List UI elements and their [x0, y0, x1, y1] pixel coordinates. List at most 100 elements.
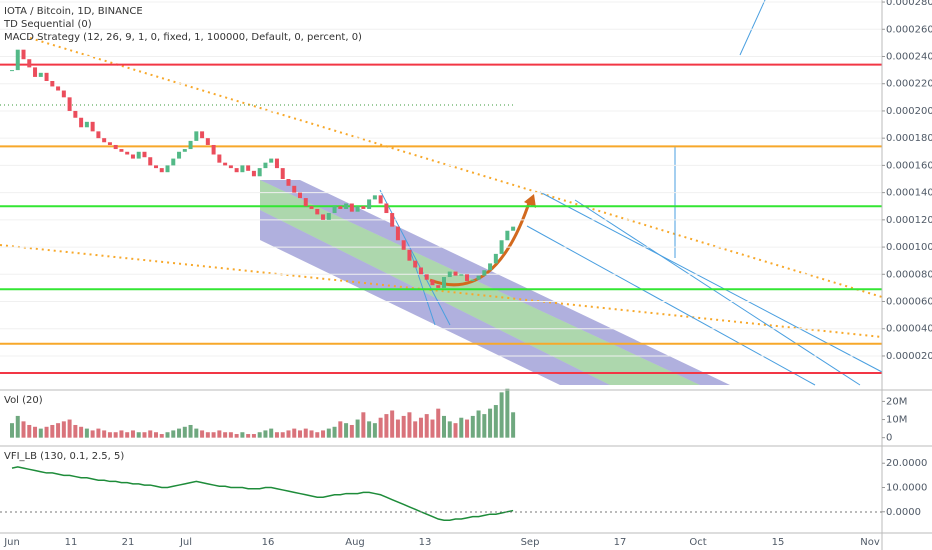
- y-tick-label: 0.00018000: [886, 133, 932, 144]
- volume-bar: [355, 419, 360, 438]
- candle: [505, 230, 510, 241]
- volume-bar: [240, 432, 245, 438]
- candle: [390, 213, 395, 227]
- volume-bar: [165, 432, 170, 438]
- x-tick-label: Jun: [3, 537, 20, 548]
- x-tick-label: Oct: [689, 537, 706, 548]
- candle: [407, 249, 412, 261]
- volume-bar: [321, 430, 326, 438]
- candle: [27, 59, 32, 68]
- x-tick-label: 13: [419, 537, 432, 548]
- candle: [355, 206, 360, 212]
- candle: [171, 158, 176, 166]
- volume-bar: [442, 415, 446, 438]
- volume-bar: [182, 426, 187, 438]
- y-tick-label: 10.0000: [886, 482, 927, 493]
- candle: [378, 195, 383, 204]
- y-tick-label: 0.00016000: [886, 160, 932, 171]
- indicator-label: Vol (20): [4, 395, 43, 406]
- trendline: [526, 225, 816, 386]
- volume-bar: [505, 388, 510, 438]
- volume-bar: [499, 392, 504, 438]
- candle: [257, 168, 262, 177]
- volume-bar: [482, 414, 487, 438]
- volume-bar: [344, 423, 349, 438]
- volume-bar: [107, 432, 112, 438]
- volume-bar: [390, 410, 395, 438]
- candle: [286, 179, 291, 186]
- candle: [240, 165, 245, 173]
- volume-bar: [102, 430, 107, 438]
- candle: [344, 203, 349, 209]
- volume-bar: [61, 421, 66, 438]
- candle: [67, 97, 72, 111]
- volume-bar: [154, 432, 158, 438]
- candle: [234, 168, 239, 173]
- candle: [263, 162, 268, 169]
- candle: [56, 86, 61, 91]
- candle: [315, 208, 320, 215]
- y-tick-label: 0.00022000: [886, 79, 932, 90]
- candle: [159, 168, 164, 173]
- candle: [476, 275, 481, 280]
- candle: [424, 274, 429, 280]
- volume-bar: [73, 424, 78, 438]
- volume-bar: [119, 430, 124, 438]
- x-tick-label: 16: [262, 537, 275, 548]
- volume-bar: [84, 428, 89, 438]
- candle: [361, 206, 366, 209]
- vfi-line: [11, 466, 514, 522]
- volume-bar: [44, 426, 49, 438]
- channel-fill: [260, 180, 730, 385]
- volume-bar: [15, 415, 20, 438]
- candle: [148, 157, 153, 166]
- volume-bar: [27, 424, 32, 438]
- volume-bar: [96, 428, 101, 438]
- candle: [321, 214, 326, 220]
- y-tick-label: 0.00028000: [886, 0, 932, 8]
- volume-bar: [228, 432, 233, 438]
- volume-bar: [511, 412, 516, 438]
- candle: [332, 206, 337, 214]
- volume-bar: [194, 428, 199, 438]
- candle: [326, 213, 331, 220]
- candle: [90, 121, 95, 132]
- candle: [21, 49, 26, 60]
- volume-bar: [79, 426, 84, 438]
- y-tick-label: 0.0000: [886, 507, 921, 518]
- candle: [119, 149, 124, 152]
- candle: [401, 240, 406, 250]
- candle: [384, 203, 389, 214]
- candle: [309, 206, 314, 209]
- trendline: [379, 189, 451, 326]
- y-tick-label: 0.00010000: [886, 242, 932, 253]
- volume-bar: [38, 428, 43, 438]
- candle: [367, 199, 372, 209]
- volume-bar: [418, 417, 423, 438]
- volume-bar: [67, 419, 72, 438]
- candle: [246, 165, 251, 171]
- volume-bar: [257, 432, 262, 438]
- y-tick-label: 0.00004000: [886, 324, 932, 335]
- volume-bar: [56, 423, 61, 438]
- y-tick-label: 0.00012000: [886, 215, 932, 226]
- candle: [395, 226, 400, 241]
- volume-bar: [447, 421, 452, 438]
- x-tick-label: Nov: [860, 537, 880, 548]
- indicator-label: TD Sequential (0): [3, 19, 92, 30]
- volume-bar: [10, 423, 14, 438]
- volume-bar: [223, 432, 228, 438]
- candle: [10, 70, 14, 72]
- volume-bar: [465, 419, 470, 438]
- candle: [205, 138, 210, 145]
- candle: [292, 185, 297, 193]
- candle: [482, 270, 487, 276]
- volume-bar: [246, 434, 251, 438]
- volume-bar: [436, 408, 441, 438]
- candle: [211, 144, 216, 155]
- candle: [165, 165, 170, 173]
- candle: [217, 154, 222, 163]
- candle: [465, 274, 470, 282]
- candle: [442, 277, 446, 288]
- candle: [349, 203, 354, 212]
